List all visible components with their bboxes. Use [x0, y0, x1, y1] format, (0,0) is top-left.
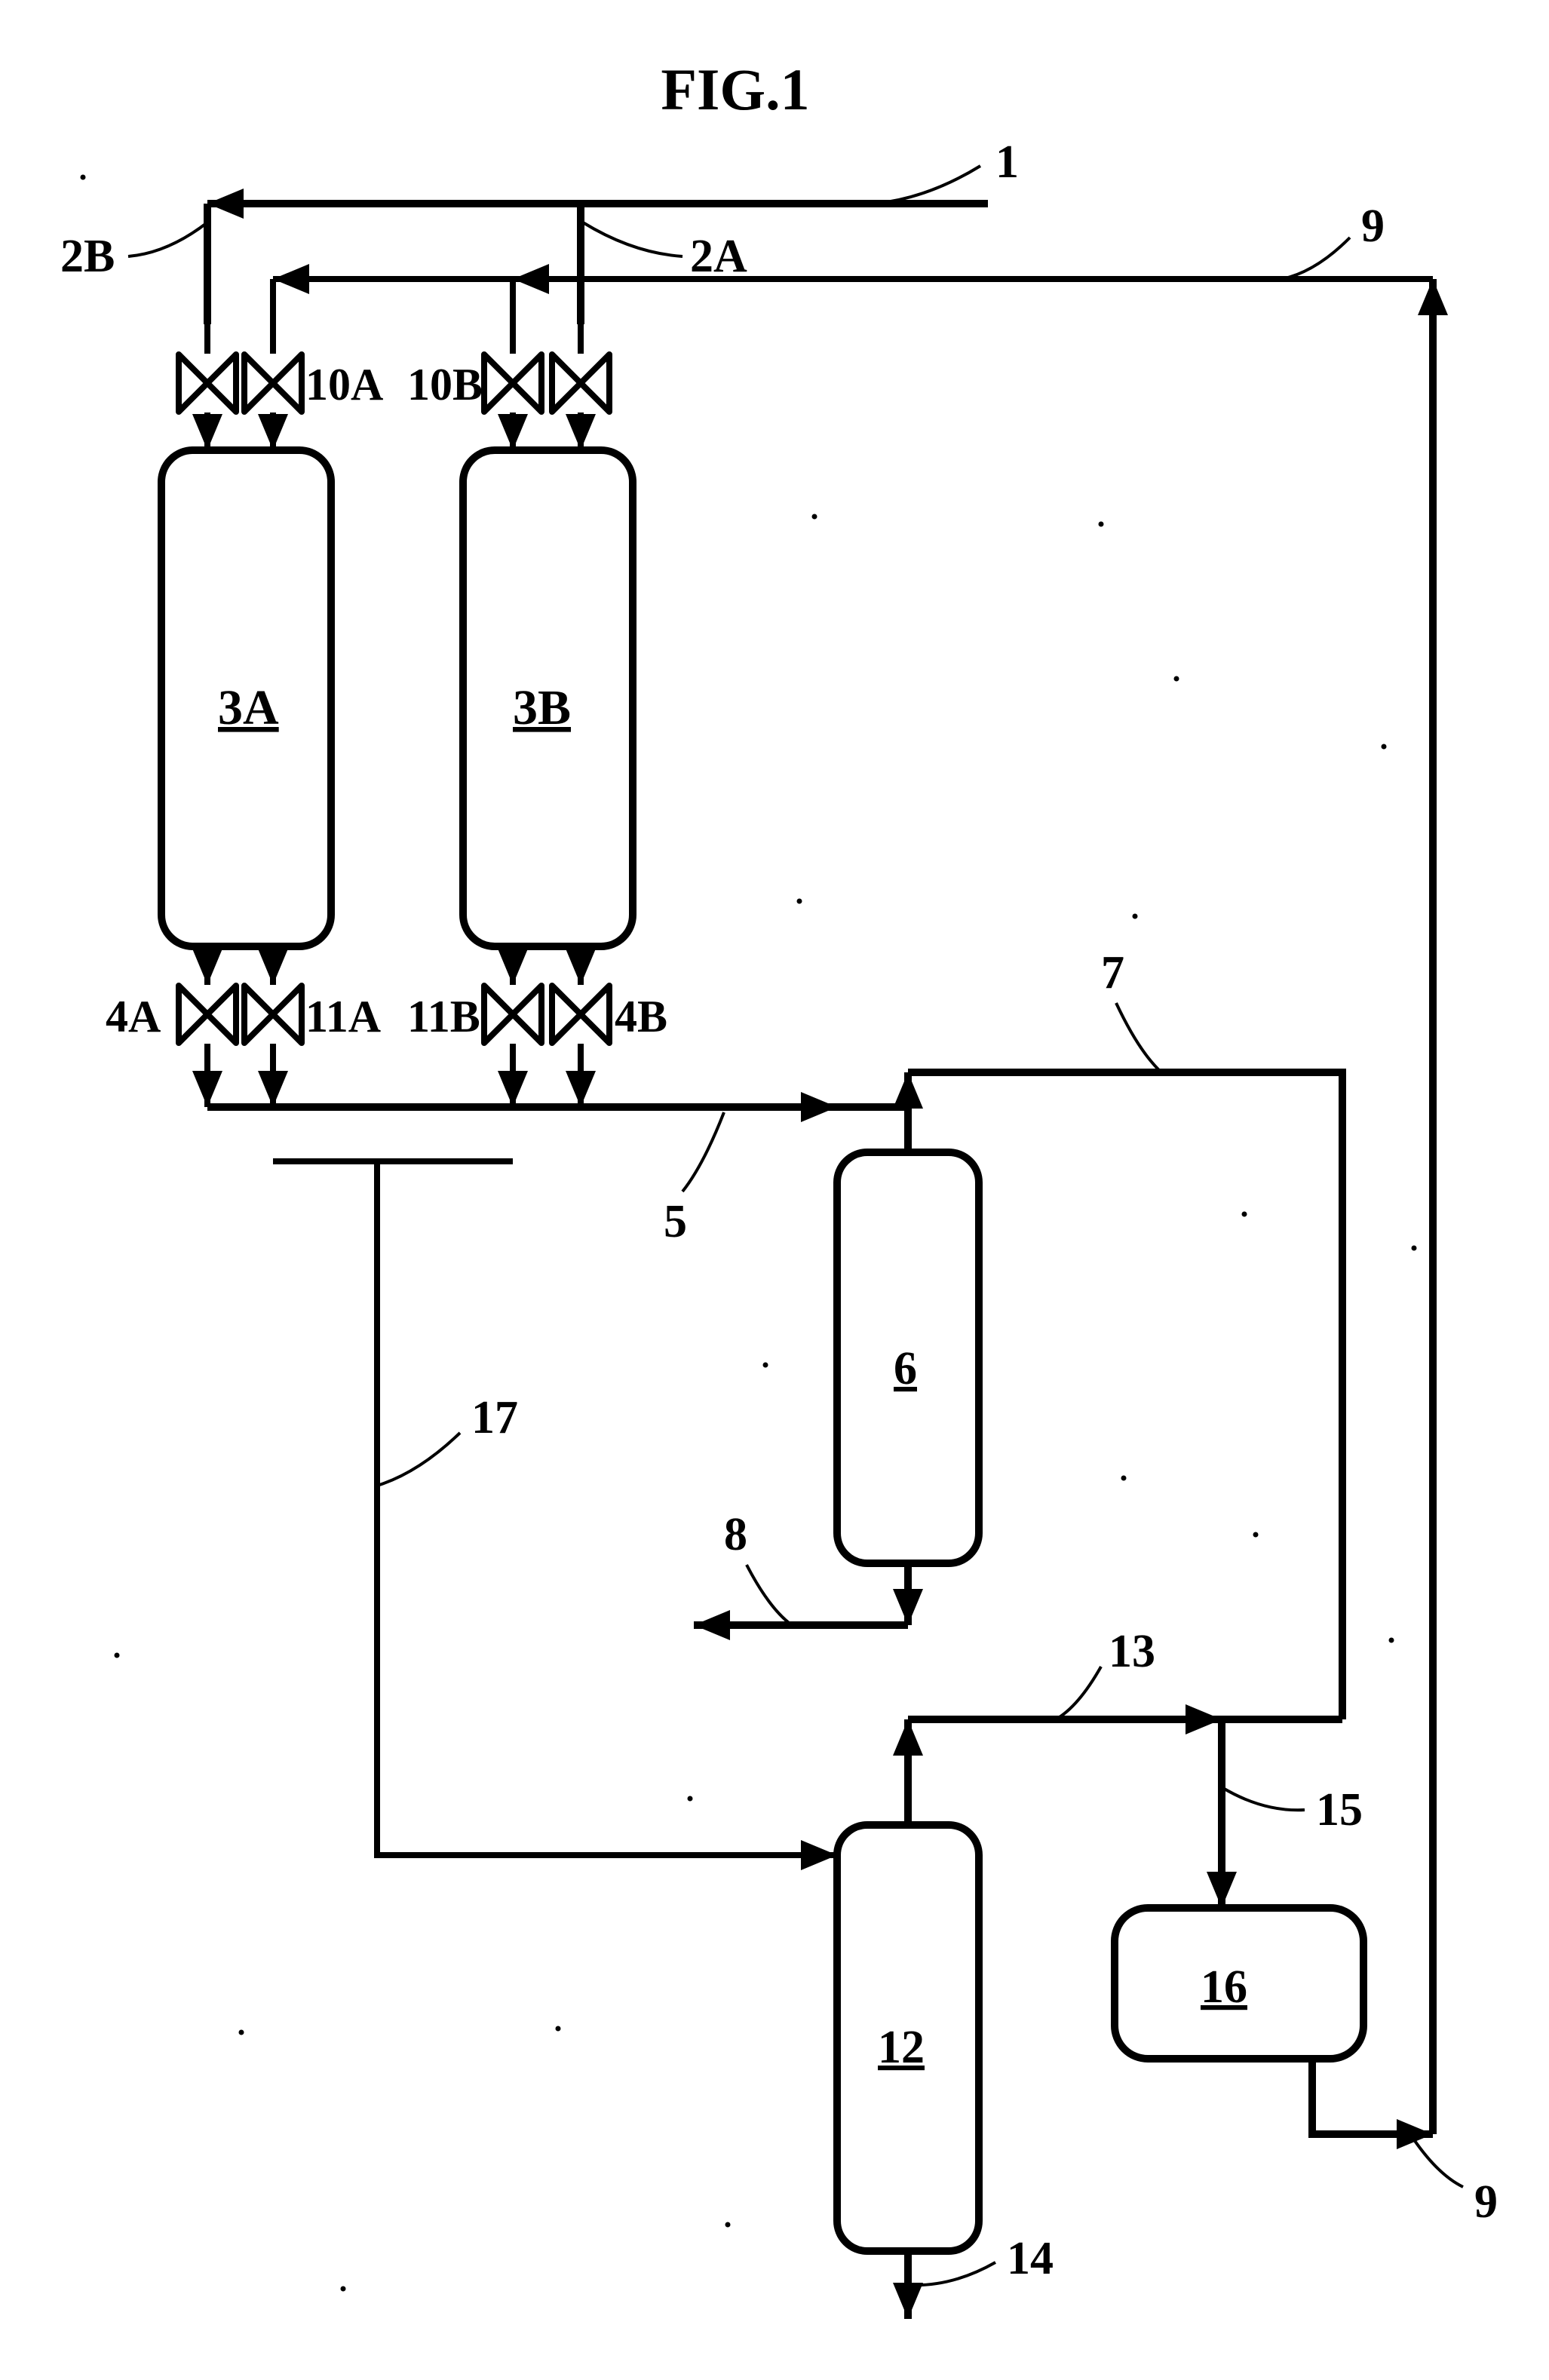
speck — [1412, 1246, 1417, 1251]
valve-v11A — [244, 986, 302, 1043]
label-l10B: 10B — [407, 360, 483, 409]
unit-label-col6: 6 — [894, 1343, 917, 1394]
speck — [81, 175, 86, 180]
speck — [1174, 676, 1179, 682]
leader-l9a — [1282, 238, 1350, 279]
speck — [812, 514, 817, 520]
leader-l1 — [875, 166, 980, 204]
unit-label-col3B: 3B — [513, 680, 571, 735]
arrowhead — [1207, 1872, 1237, 1908]
arrowhead — [258, 1071, 288, 1107]
leader-l8 — [747, 1565, 792, 1625]
arrowhead — [801, 1840, 837, 1870]
label-l2A: 2A — [690, 231, 747, 282]
label-l4A: 4A — [106, 992, 161, 1041]
arrowhead — [893, 2283, 923, 2319]
leader-l13 — [1056, 1667, 1101, 1719]
arrowhead — [192, 949, 222, 985]
speck — [763, 1363, 768, 1368]
arrowhead — [192, 1071, 222, 1107]
speck — [688, 1796, 693, 1802]
label-l13: 13 — [1109, 1626, 1155, 1677]
leader-l15 — [1222, 1787, 1305, 1810]
arrowhead — [258, 949, 288, 985]
valve-v4A — [179, 986, 236, 1043]
valve-v11B — [484, 986, 541, 1043]
label-l11A: 11A — [305, 992, 381, 1041]
label-l11B: 11B — [407, 992, 480, 1041]
speck — [556, 2026, 561, 2032]
arrowhead — [694, 1610, 730, 1640]
arrowhead — [498, 1071, 528, 1107]
label-l14: 14 — [1007, 2233, 1054, 2284]
label-l1: 1 — [995, 136, 1019, 188]
line-line5_to_6 — [837, 1107, 908, 1152]
unit-label-col12: 12 — [878, 2022, 925, 2073]
arrowhead — [801, 1092, 837, 1122]
leader-l17 — [377, 1433, 460, 1486]
line-line17_down — [377, 1161, 908, 1855]
arrowhead — [498, 949, 528, 985]
valve-v4B — [552, 986, 609, 1043]
valve-v2B — [179, 354, 236, 412]
arrowhead — [192, 414, 222, 450]
speck — [725, 2222, 731, 2228]
arrowhead — [207, 189, 244, 219]
speck — [1121, 1476, 1127, 1481]
speck — [797, 899, 802, 904]
leader-l14 — [908, 2262, 995, 2285]
leader-l2B — [128, 222, 207, 256]
label-l9a: 9 — [1361, 201, 1385, 252]
arrowhead — [1397, 2119, 1433, 2149]
leader-l9b — [1410, 2134, 1463, 2187]
leader-l5 — [682, 1112, 724, 1192]
unit-label-box16: 16 — [1201, 1961, 1247, 2013]
label-l5: 5 — [664, 1196, 687, 1247]
arrowhead — [1186, 1704, 1222, 1734]
label-l17: 17 — [471, 1392, 518, 1443]
speck — [1389, 1638, 1394, 1643]
speck — [115, 1653, 120, 1658]
arrowhead — [566, 949, 596, 985]
speck — [341, 2286, 346, 2292]
valve-v2A — [552, 354, 609, 412]
label-l4B: 4B — [615, 992, 667, 1041]
speck — [1382, 744, 1387, 750]
arrowhead — [893, 1589, 923, 1625]
speck — [1253, 1532, 1259, 1538]
arrowhead — [566, 414, 596, 450]
arrowhead — [566, 1071, 596, 1107]
unit-label-col3A: 3A — [218, 680, 279, 735]
figure-title: FIG.1 — [661, 57, 809, 122]
label-l15: 15 — [1316, 1784, 1363, 1836]
leader-l2A — [583, 222, 682, 256]
arrowhead — [273, 264, 309, 294]
speck — [1099, 522, 1104, 527]
arrowhead — [498, 414, 528, 450]
valve-v10B — [484, 354, 541, 412]
speck — [1133, 914, 1138, 919]
label-l2B: 2B — [60, 231, 115, 282]
speck — [239, 2030, 244, 2035]
arrowhead — [1418, 279, 1448, 315]
label-l10A: 10A — [305, 360, 383, 409]
leader-l7 — [1116, 1003, 1161, 1072]
arrowhead — [513, 264, 549, 294]
arrowhead — [893, 1719, 923, 1756]
valve-v10A — [244, 354, 302, 412]
label-l9b: 9 — [1474, 2176, 1498, 2228]
speck — [1242, 1212, 1247, 1217]
line-box16_out — [1312, 2059, 1433, 2134]
arrowhead — [893, 1072, 923, 1109]
arrowhead — [258, 414, 288, 450]
label-l7: 7 — [1101, 947, 1124, 998]
label-l8: 8 — [724, 1509, 747, 1560]
